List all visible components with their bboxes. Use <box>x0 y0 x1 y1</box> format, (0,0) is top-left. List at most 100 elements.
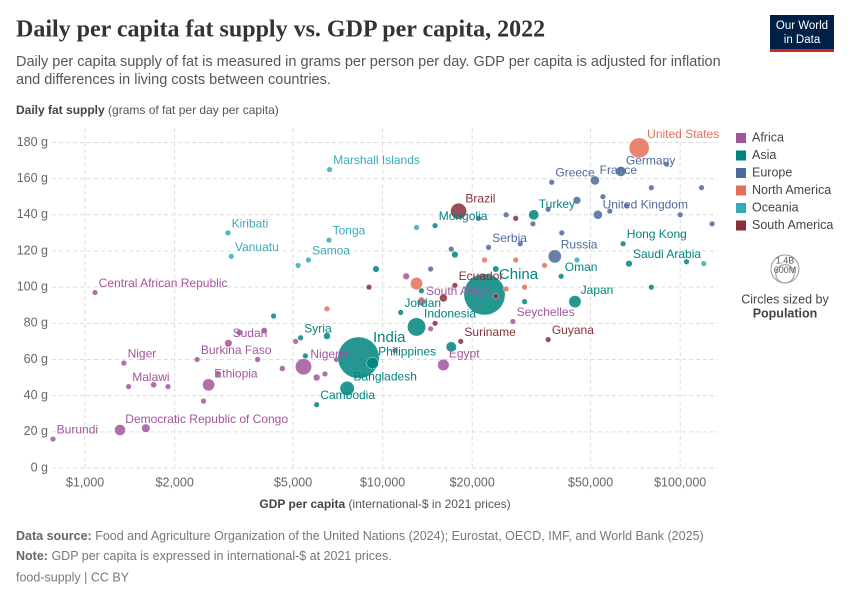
point-label: Burkina Faso <box>201 343 272 357</box>
point <box>568 295 582 308</box>
point-label: Niger <box>128 347 157 361</box>
point-label: Turkey <box>539 197 575 211</box>
point <box>481 257 488 264</box>
point <box>599 193 606 200</box>
point-label: Samoa <box>312 244 350 258</box>
point <box>323 305 330 312</box>
logo-bar <box>770 49 834 52</box>
point <box>427 325 434 332</box>
point <box>236 329 243 336</box>
point <box>407 317 426 337</box>
point <box>492 265 500 273</box>
point-label: Ethiopia <box>214 366 258 380</box>
y-tick-label: 60 g <box>24 352 48 366</box>
point <box>150 381 157 389</box>
point <box>325 237 332 244</box>
point <box>410 277 423 290</box>
x-axis-label: GDP per capita <box>259 497 345 511</box>
point-label: Tonga <box>333 224 366 238</box>
point-label: Nigeria <box>310 347 348 361</box>
point <box>418 287 425 294</box>
x-tick-label: $50,000 <box>568 475 613 489</box>
point <box>214 370 222 378</box>
point <box>503 211 510 218</box>
point-label: Oman <box>565 260 598 274</box>
point-label: Vanuatu <box>235 240 279 254</box>
x-axis-label: GDP per capita (international-$ in 2021 … <box>259 497 510 511</box>
point <box>114 424 126 436</box>
x-tick-label: $10,000 <box>360 475 405 489</box>
point <box>492 293 499 300</box>
point <box>432 222 439 229</box>
point <box>448 246 455 253</box>
legend-swatch <box>736 220 746 231</box>
x-tick-label: $1,000 <box>66 475 104 489</box>
legend-swatch <box>736 150 746 161</box>
point <box>509 318 516 325</box>
point-label: Philippines <box>378 345 436 359</box>
point <box>521 298 528 305</box>
point-label: United Kingdom <box>603 197 688 211</box>
points <box>49 137 716 443</box>
point <box>295 262 302 269</box>
point <box>606 208 613 215</box>
point <box>620 240 627 247</box>
point-label: Ecuador <box>459 269 504 283</box>
y-tick-label: 0 g <box>31 460 48 474</box>
point <box>270 313 277 320</box>
point <box>165 383 172 390</box>
logo-text: in Data <box>784 34 821 46</box>
point-label: China <box>499 266 539 283</box>
y-tick-label: 160 g <box>17 171 48 185</box>
legend-swatch <box>736 185 746 196</box>
y-tick-label: 120 g <box>17 243 48 257</box>
point <box>541 262 548 269</box>
point <box>451 282 458 289</box>
point <box>593 210 603 220</box>
point <box>125 383 132 390</box>
point <box>224 339 233 348</box>
point <box>485 244 492 251</box>
legend-label: Africa <box>752 130 784 144</box>
point <box>439 293 448 303</box>
point-label: Marshall Islands <box>333 153 420 167</box>
point-label: Japan <box>581 283 614 297</box>
point <box>463 273 506 316</box>
point <box>512 257 519 264</box>
point <box>521 284 528 291</box>
point <box>372 265 380 273</box>
point-label: Mongolia <box>439 209 488 223</box>
x-tick-label: $5,000 <box>274 475 312 489</box>
legend-label: South America <box>752 218 833 232</box>
point <box>545 206 552 213</box>
point <box>437 358 450 371</box>
point-label: Brazil <box>465 192 495 206</box>
x-axis-note: (international-$ in 2021 prices) <box>349 497 511 511</box>
point <box>413 224 420 231</box>
point-label: India <box>373 329 406 346</box>
point <box>648 184 655 191</box>
point <box>366 284 373 291</box>
point <box>432 320 439 327</box>
point-label: Suriname <box>464 325 516 339</box>
point <box>224 229 231 236</box>
point <box>451 251 459 259</box>
size-legend-label: Population <box>753 306 818 320</box>
point <box>700 260 707 267</box>
point <box>279 365 286 372</box>
y-tick-label: 140 g <box>17 207 48 221</box>
logo-text: Our World <box>776 20 828 32</box>
point <box>677 211 684 218</box>
point <box>573 257 580 264</box>
point-label: Hong Kong <box>627 227 687 241</box>
point <box>528 209 540 221</box>
point <box>292 338 299 345</box>
point <box>305 257 312 264</box>
source-text: Food and Agriculture Organization of the… <box>95 529 703 543</box>
point <box>326 166 333 173</box>
legend-swatch <box>736 203 746 213</box>
point-label: Guyana <box>552 323 594 337</box>
y-axis-note: (grams of fat per day per capita) <box>108 103 279 117</box>
point <box>202 378 215 392</box>
subtitle: Daily per capita supply of fat is measur… <box>16 54 721 70</box>
